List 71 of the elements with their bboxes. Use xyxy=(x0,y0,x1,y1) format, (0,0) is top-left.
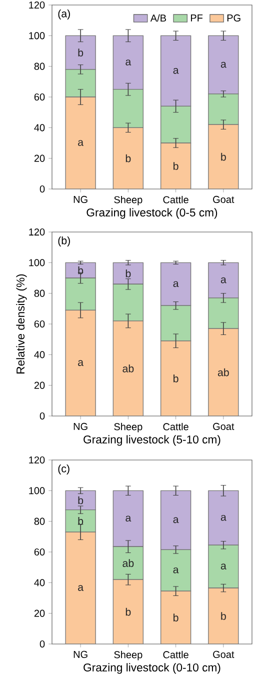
y-tick-label: 20 xyxy=(34,382,45,389)
legend-label: A/B xyxy=(150,14,166,22)
y-tick-label: 40 xyxy=(34,351,45,358)
y-tick-label: 100 xyxy=(29,487,45,494)
chart-title: (a) xyxy=(58,10,70,20)
data-label: b xyxy=(126,154,131,162)
x-tick-label: Goat xyxy=(213,650,234,658)
x-axis-title: Grazing livestock (5-10 cm) xyxy=(84,435,220,446)
data-label: a xyxy=(78,585,84,591)
data-label: a xyxy=(220,564,226,570)
y-tick-label: 60 xyxy=(34,93,45,101)
y-axis-title: Relative density (%) xyxy=(16,274,27,374)
x-tick-label: Cattle xyxy=(163,422,188,430)
data-label: b xyxy=(174,162,178,170)
data-label: b xyxy=(221,152,226,161)
y-tick-label: 20 xyxy=(34,154,45,162)
y-tick-label: 120 xyxy=(29,1,45,9)
data-label: ab xyxy=(122,559,134,568)
x-tick-label: Cattle xyxy=(163,650,188,658)
data-label: a xyxy=(173,567,179,574)
data-label: ab xyxy=(122,364,134,372)
data-label: b xyxy=(126,269,131,278)
y-tick-label: 60 xyxy=(34,320,45,328)
data-label: b xyxy=(221,612,226,620)
chart-title: (c) xyxy=(58,464,70,474)
legend-label: PF xyxy=(190,14,203,22)
x-tick-label: Sheep xyxy=(114,196,142,206)
data-label: b xyxy=(126,608,131,616)
x-tick-label: Sheep xyxy=(114,650,142,660)
data-label: b xyxy=(174,614,178,622)
data-label: a xyxy=(173,68,179,74)
x-tick-label: NG xyxy=(74,196,88,204)
y-tick-label: 80 xyxy=(34,518,45,525)
y-tick-label: 100 xyxy=(29,259,45,266)
x-axis-title: Grazing livestock (0-10 cm) xyxy=(84,663,220,674)
y-tick-label: 0 xyxy=(40,185,45,193)
data-label: a xyxy=(126,516,132,522)
data-label: b xyxy=(78,266,84,274)
data-label: a xyxy=(78,140,84,146)
y-tick-label: 100 xyxy=(29,32,45,40)
y-tick-label: 80 xyxy=(34,62,45,70)
data-label: b xyxy=(78,517,84,525)
y-tick-label: 80 xyxy=(34,290,45,297)
data-label: b xyxy=(174,374,178,382)
data-label: a xyxy=(78,360,84,366)
x-axis-title: Grazing livestock (0-5 cm) xyxy=(86,208,218,219)
x-tick-label: Goat xyxy=(213,422,234,430)
x-tick-label: Goat xyxy=(213,196,234,204)
data-label: a xyxy=(173,281,179,288)
chart-title: (b) xyxy=(58,236,70,246)
data-label: a xyxy=(126,60,132,66)
y-tick-label: 120 xyxy=(29,228,45,236)
y-tick-label: 0 xyxy=(40,412,45,420)
x-tick-label: Sheep xyxy=(114,422,142,432)
data-label: a xyxy=(220,514,226,521)
data-label: b xyxy=(78,48,84,56)
data-label: a xyxy=(220,277,226,284)
y-tick-label: 60 xyxy=(34,548,45,556)
x-tick-label: Cattle xyxy=(163,196,188,204)
y-tick-label: 40 xyxy=(34,124,45,132)
x-tick-label: NG xyxy=(74,650,88,658)
y-tick-label: 40 xyxy=(34,579,45,586)
data-label: b xyxy=(78,496,84,504)
y-tick-label: 120 xyxy=(29,456,45,464)
data-label: a xyxy=(220,62,226,68)
legend-label: PG xyxy=(227,14,240,22)
y-tick-label: 0 xyxy=(40,640,45,648)
x-tick-label: NG xyxy=(74,422,88,430)
data-label: a xyxy=(173,517,179,524)
data-label: ab xyxy=(218,368,229,376)
y-tick-label: 20 xyxy=(34,610,45,617)
